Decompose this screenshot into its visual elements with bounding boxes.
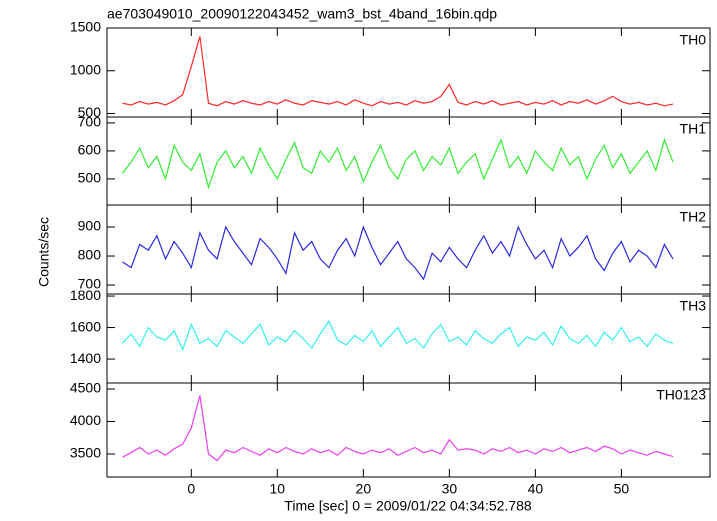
y-tick-label: 1800 — [70, 287, 101, 303]
y-tick-label: 1000 — [70, 61, 101, 77]
light-curve — [122, 36, 674, 107]
y-tick-label: 1600 — [70, 318, 101, 334]
panel-frame — [106, 204, 711, 295]
x-tick-label: 40 — [528, 481, 544, 497]
y-tick-label: 500 — [78, 170, 102, 186]
light-curve — [122, 137, 674, 190]
y-tick-label: 3500 — [70, 445, 101, 461]
panel-label: TH0 — [680, 32, 707, 48]
panel-label: TH1 — [680, 121, 707, 137]
panel-frame — [106, 116, 711, 206]
y-tick-label: 700 — [78, 114, 102, 130]
light-curve — [122, 320, 674, 352]
y-tick-label: 600 — [78, 142, 102, 158]
y-tick-label: 4000 — [70, 412, 101, 428]
y-tick-label: 900 — [78, 218, 102, 234]
panel-label: TH3 — [680, 298, 707, 314]
y-tick-label: 1500 — [70, 19, 101, 35]
y-tick-label: 1400 — [70, 350, 101, 366]
light-curve — [122, 225, 674, 281]
x-axis-label: Time [sec] 0 = 2009/01/22 04:34:52.788 — [284, 498, 532, 514]
y-axis-label: Counts/sec — [36, 217, 52, 287]
panel-label: TH2 — [680, 209, 707, 225]
x-tick-label: 0 — [187, 481, 195, 497]
chart-title: ae703049010_20090122043452_wam3_bst_4ban… — [107, 6, 497, 22]
panel-label: TH0123 — [656, 387, 706, 403]
x-tick-label: 10 — [270, 481, 286, 497]
x-tick-label: 30 — [442, 481, 458, 497]
y-tick-label: 4500 — [70, 380, 101, 396]
y-tick-label: 800 — [78, 247, 102, 263]
light-curve — [122, 395, 674, 462]
panel-frame — [106, 382, 711, 478]
x-tick-label: 20 — [356, 481, 372, 497]
y-tick-label: 500 — [78, 104, 102, 120]
y-tick-label: 700 — [78, 276, 102, 292]
x-tick-label: 50 — [614, 481, 630, 497]
